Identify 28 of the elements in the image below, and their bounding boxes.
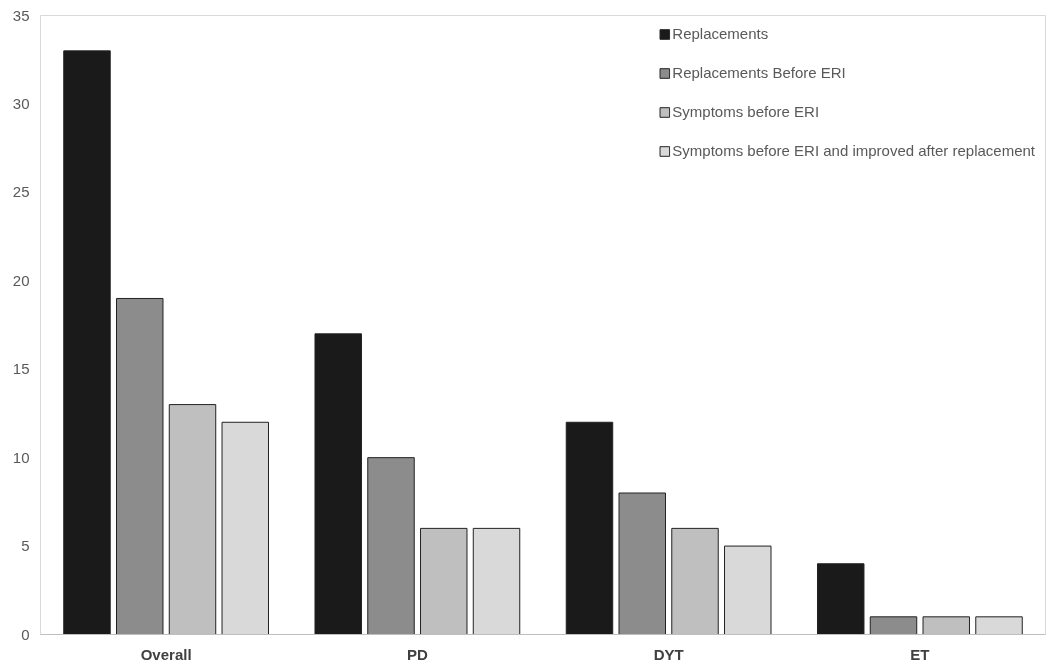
x-tick-label: Overall <box>140 645 192 663</box>
bar <box>975 616 1023 635</box>
y-tick-label: 10 <box>12 448 30 466</box>
y-tick-label: 35 <box>12 6 30 24</box>
x-tick-label: ET <box>910 645 930 663</box>
bar <box>472 527 521 635</box>
x-tick-label: PD <box>406 645 428 663</box>
x-tick-label: DYT <box>653 645 684 663</box>
bar <box>869 616 918 635</box>
bar <box>816 563 865 635</box>
bar <box>221 421 270 635</box>
legend-label: Replacements <box>672 25 769 42</box>
y-tick-label: 25 <box>12 183 30 201</box>
y-tick-label: 30 <box>12 94 30 112</box>
legend-label: Symptoms before ERI <box>672 103 820 120</box>
legend-label: Symptoms before ERI and improved after replacement <box>672 142 1035 159</box>
bar <box>314 333 362 635</box>
y-tick-label: 15 <box>12 360 30 378</box>
bar <box>367 457 415 635</box>
y-tick-label: 5 <box>21 537 30 555</box>
y-tick-label: 20 <box>12 271 30 289</box>
bar <box>565 421 614 635</box>
legend-label: Replacements Before ERI <box>672 64 846 81</box>
bar <box>724 545 772 635</box>
bar <box>63 50 111 635</box>
y-tick-label: 0 <box>21 625 30 643</box>
bar <box>618 492 666 635</box>
bar <box>116 297 164 635</box>
